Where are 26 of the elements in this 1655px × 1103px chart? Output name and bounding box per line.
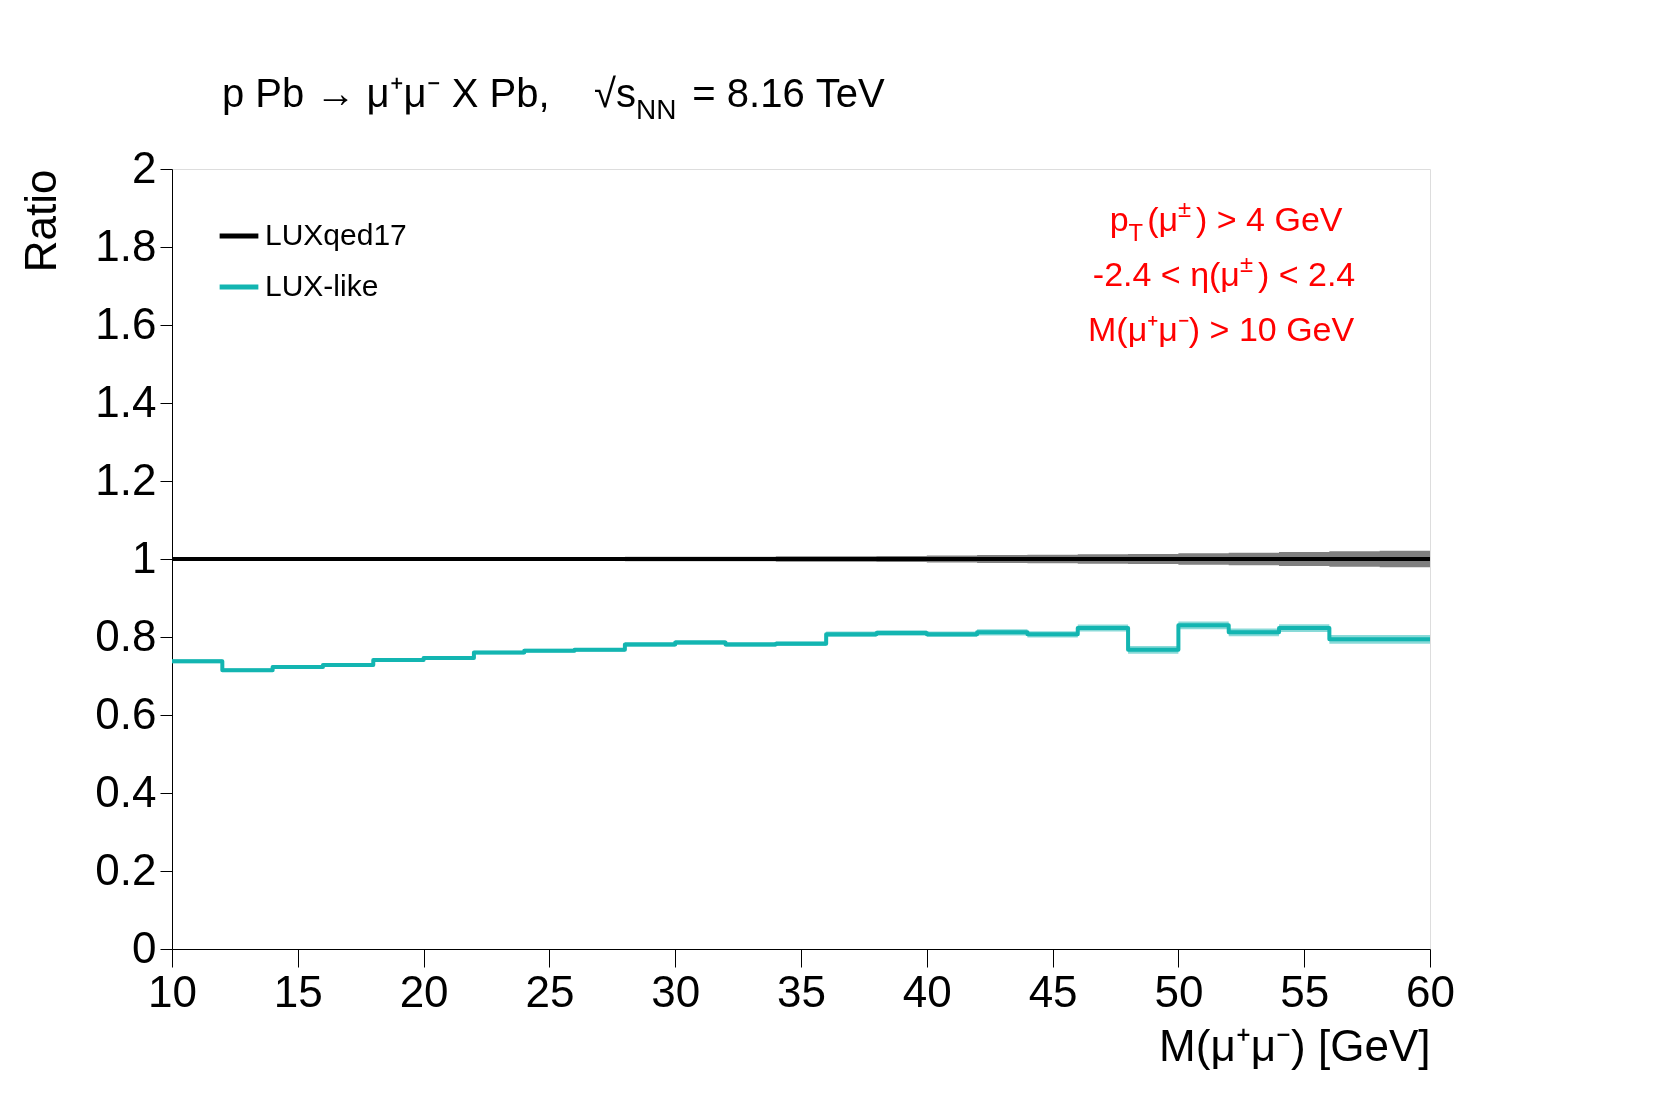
y-tick-label: 1.6 — [95, 298, 157, 348]
y-tick-label: 1.2 — [95, 454, 157, 504]
y-tick-label: 0.4 — [95, 766, 157, 816]
y-tick-label: 0.2 — [95, 844, 157, 894]
x-tick-label: 35 — [777, 966, 826, 1016]
y-tick-label: 1 — [132, 532, 157, 582]
x-tick-label: 20 — [399, 966, 449, 1016]
x-tick-label: 30 — [651, 966, 701, 1016]
y-tick-label: 1.4 — [95, 376, 157, 426]
x-tick-label: 45 — [1028, 966, 1078, 1016]
x-tick-label: 55 — [1280, 966, 1330, 1016]
annotation: M(μ⁺μ⁻) > 10 GeV — [1088, 310, 1355, 348]
y-tick-label: 2 — [132, 142, 157, 192]
legend-label: LUX-like — [265, 269, 379, 302]
y-tick-label: 1.8 — [95, 220, 157, 270]
legend-label: LUXqed17 — [265, 218, 407, 251]
x-tick-label: 15 — [273, 966, 323, 1016]
x-tick-label: 25 — [525, 966, 575, 1016]
y-tick-label: 0.8 — [95, 610, 157, 660]
x-axis-title: M(μ⁺μ⁻) [GeV] — [1159, 1020, 1431, 1070]
x-tick-label: 50 — [1154, 966, 1204, 1016]
annotation: -2.4 < η(μ±) < 2.4 — [1092, 250, 1356, 293]
y-tick-label: 0.6 — [95, 688, 157, 738]
x-tick-label: 40 — [902, 966, 952, 1016]
x-tick-label: 60 — [1406, 966, 1455, 1016]
y-axis-title: Ratio — [16, 169, 66, 273]
